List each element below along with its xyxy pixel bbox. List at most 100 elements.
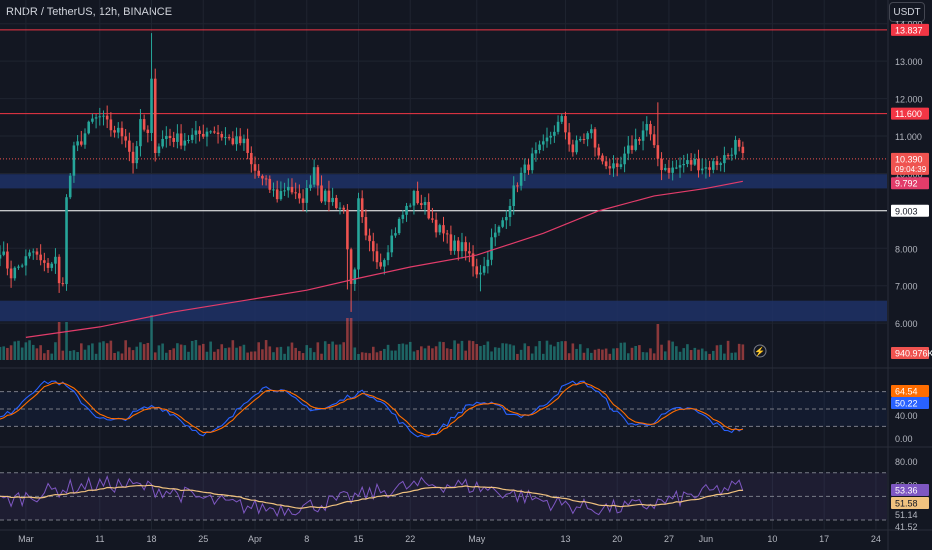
candle-body	[397, 218, 401, 234]
volume-bar	[386, 344, 390, 360]
candle-body	[257, 170, 261, 176]
candle-body	[275, 189, 279, 200]
candle-body	[31, 251, 35, 253]
candle-body	[597, 147, 601, 156]
volume-bar	[527, 346, 530, 360]
rsi-extra-label: 51.14	[895, 510, 918, 520]
volume-bar	[331, 341, 334, 360]
volume-bar	[519, 349, 523, 360]
time-tick-label: 24	[871, 534, 881, 544]
candle-body	[113, 130, 116, 133]
candle-body	[697, 158, 700, 171]
volume-label: 940.976K	[895, 349, 932, 359]
level-price-label: 9.003	[895, 206, 918, 216]
candle-body	[468, 251, 471, 254]
candle-body	[153, 78, 157, 154]
volume-bar	[172, 348, 175, 360]
volume-bar	[43, 353, 46, 360]
volume-bar	[586, 348, 589, 360]
rsi-pane	[0, 472, 887, 521]
candle-body	[253, 164, 257, 171]
volume-bar	[737, 343, 741, 360]
volume-bar	[235, 347, 238, 360]
volume-bar	[205, 351, 209, 360]
candle-body	[471, 253, 475, 267]
candle-body	[213, 131, 216, 133]
candle-body	[368, 235, 371, 242]
candle-body	[630, 145, 634, 150]
candle-body	[179, 133, 183, 146]
volume-bar	[538, 341, 541, 360]
candle-body	[17, 266, 20, 268]
volume-bar	[634, 345, 637, 360]
candle-body	[619, 164, 623, 167]
volume-bar	[645, 352, 649, 360]
volume-bar	[590, 352, 593, 360]
volume-bar	[168, 349, 172, 360]
volume-bar	[246, 352, 249, 360]
currency-button[interactable]: USDT	[889, 2, 925, 22]
candle-body	[523, 164, 527, 173]
volume-bar	[383, 348, 386, 360]
volume-bar	[730, 352, 734, 360]
candle-body	[242, 138, 246, 144]
stoch-d-label: 64.54	[895, 387, 918, 397]
volume-bar	[423, 348, 427, 360]
volume-bar	[57, 322, 61, 360]
volume-bar	[505, 343, 508, 360]
candle-body	[516, 185, 519, 187]
level-price-label-bg	[891, 23, 929, 36]
candle-body	[708, 167, 711, 170]
candle-body	[116, 127, 120, 133]
candle-body	[460, 242, 464, 252]
candle-body	[176, 133, 179, 142]
candle-body	[505, 216, 508, 221]
candle-body	[2, 251, 5, 255]
candle-body	[416, 190, 419, 204]
candle-body	[139, 119, 142, 147]
candle-body	[198, 130, 201, 134]
volume-bar	[309, 347, 312, 360]
volume-bar	[153, 352, 157, 360]
candle-body	[357, 198, 360, 270]
candle-body	[375, 251, 379, 263]
candle-body	[135, 146, 139, 164]
candle-body	[24, 256, 28, 266]
candle-body	[379, 262, 382, 267]
volume-bar	[390, 350, 394, 360]
volume-bar	[697, 349, 700, 360]
candle-body	[660, 158, 663, 171]
volume-bar	[346, 318, 349, 360]
candle-body	[534, 150, 538, 154]
volume-bar	[501, 343, 504, 360]
volume-bar	[253, 351, 257, 360]
candle-body	[608, 166, 612, 169]
volume-bar	[213, 351, 216, 360]
volume-bar	[113, 352, 116, 360]
volume-bar	[35, 348, 39, 360]
volume-bar	[671, 341, 674, 360]
volume-bar	[453, 340, 456, 360]
candle-body	[65, 197, 68, 285]
volume-bar	[578, 344, 582, 360]
volume-bar	[98, 342, 102, 360]
price-tick-label: 7.000	[895, 282, 918, 292]
candle-body	[405, 205, 408, 215]
candle-body	[216, 132, 220, 135]
axes: 14.00013.00012.00011.00010.0009.0008.000…	[18, 0, 923, 550]
volume-bar	[94, 353, 98, 360]
volume-bar	[120, 353, 124, 360]
volume-bar	[675, 346, 678, 360]
candle-body	[530, 153, 534, 171]
volume-bar	[109, 340, 113, 360]
candle-body	[98, 116, 102, 118]
candle-body	[700, 168, 704, 171]
candle-body	[615, 163, 619, 167]
candle-body	[13, 267, 17, 279]
candle-body	[663, 167, 667, 171]
volume-bar	[83, 349, 87, 360]
volume-bar	[283, 353, 286, 360]
candle-body	[730, 154, 734, 156]
candle-body	[39, 254, 42, 261]
